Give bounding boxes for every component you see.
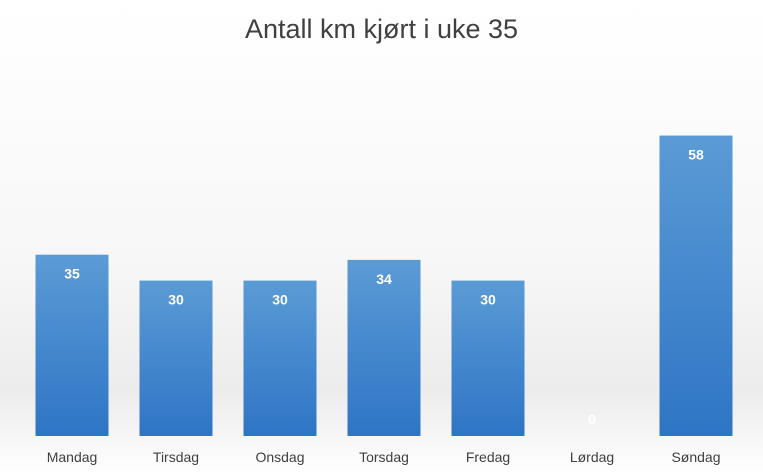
category-label-lørdag: Lørdag (570, 449, 614, 465)
bar-søndag (659, 135, 733, 436)
data-label-torsdag: 34 (376, 271, 392, 287)
category-label-torsdag: Torsdag (359, 449, 409, 465)
labels-layer: 35 Mandag 30 Tirsdag 30 Onsdag 34 Torsdag 30 Fred… (47, 147, 721, 465)
category-label-mandag: Mandag (47, 449, 98, 465)
data-label-onsdag: 30 (272, 292, 288, 308)
category-label-fredag: Fredag (466, 449, 510, 465)
category-label-søndag: Søndag (671, 449, 720, 465)
chart-title: Antall km kjørt i uke 35 (244, 14, 519, 44)
data-label-mandag: 35 (64, 266, 80, 282)
bars-layer (35, 135, 733, 436)
data-label-tirsdag: 30 (168, 292, 184, 308)
data-label-lørdag: 0 (588, 411, 596, 427)
bar-torsdag (347, 259, 421, 436)
category-label-onsdag: Onsdag (255, 449, 304, 465)
bar-mandag (35, 254, 109, 436)
data-label-fredag: 30 (480, 292, 496, 308)
bar-tirsdag (139, 280, 213, 436)
bar-fredag (451, 280, 525, 436)
bar-onsdag (243, 280, 317, 436)
data-label-søndag: 58 (688, 147, 704, 163)
category-label-tirsdag: Tirsdag (153, 449, 199, 465)
